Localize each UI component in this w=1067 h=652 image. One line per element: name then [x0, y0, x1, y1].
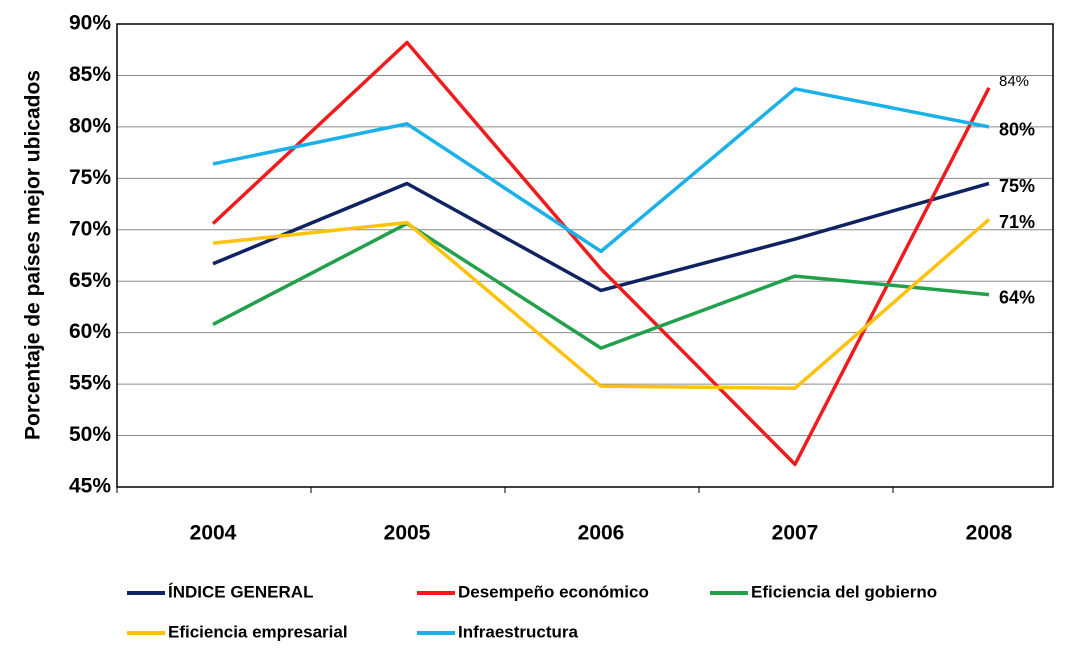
line-series	[211, 40, 991, 467]
x-tick-label: 2008	[966, 522, 1013, 545]
legend-label: Eficiencia empresarial	[168, 622, 348, 641]
line-series	[212, 181, 990, 293]
y-tick-label: 50%	[69, 423, 111, 446]
y-tick-label: 85%	[69, 63, 111, 86]
y-tick-label: 60%	[69, 320, 111, 343]
x-tick-label: 2004	[190, 522, 237, 545]
x-tick-label: 2007	[772, 522, 819, 545]
y-tick-label: 80%	[69, 114, 111, 137]
y-axis-label: Porcentaje de países mejor ubicados	[22, 70, 45, 440]
legend-label: ÍNDICE GENERAL	[168, 582, 313, 601]
plot-border	[116, 23, 1054, 488]
data-label: 71%	[999, 212, 1035, 232]
y-tick-label: 90%	[69, 12, 111, 35]
data-label: 75%	[999, 176, 1035, 196]
y-tick-label: 55%	[69, 372, 111, 395]
legend-label: Desempeño económico	[458, 582, 649, 601]
line-series	[212, 221, 990, 350]
line-series	[212, 218, 991, 390]
data-label: 84%	[999, 73, 1029, 90]
data-label: 80%	[999, 120, 1035, 140]
y-tick-label: 75%	[69, 166, 111, 189]
line-series	[212, 87, 990, 254]
legend-label: Infraestructura	[458, 622, 579, 641]
legend-label: Eficiencia del gobierno	[751, 582, 937, 601]
y-tick-label: 45%	[69, 475, 111, 498]
x-tick-label: 2006	[578, 522, 625, 545]
y-tick-label: 70%	[69, 217, 111, 240]
y-tick-label: 65%	[69, 269, 111, 292]
x-tick-label: 2005	[384, 522, 431, 545]
data-label: 64%	[999, 287, 1035, 307]
